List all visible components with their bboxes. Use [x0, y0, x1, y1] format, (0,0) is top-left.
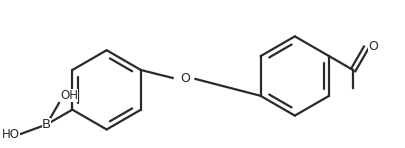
Text: O: O	[180, 73, 190, 85]
Text: O: O	[367, 40, 377, 53]
Text: HO: HO	[2, 128, 19, 140]
Text: B: B	[42, 118, 51, 131]
Text: OH: OH	[60, 89, 78, 102]
